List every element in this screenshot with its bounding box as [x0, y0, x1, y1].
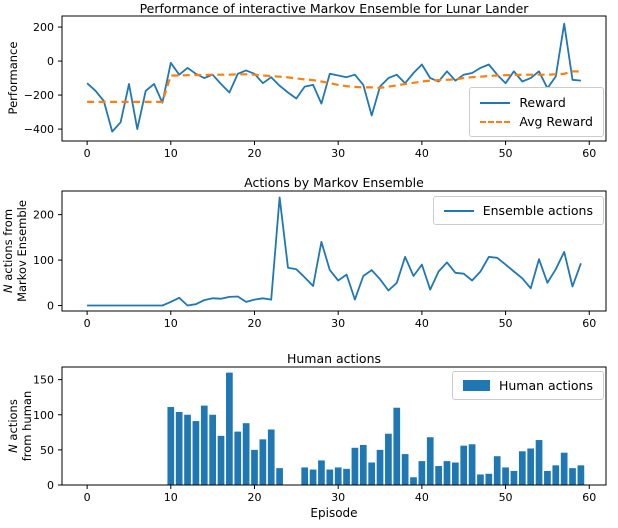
svg-text:20: 20 — [247, 491, 261, 504]
avg-reward-line-swatch-icon — [480, 120, 511, 123]
chart3-ylabel: N actions from human — [6, 390, 34, 462]
svg-text:0: 0 — [47, 55, 54, 68]
legend-row-reward: Reward — [480, 95, 593, 110]
legend-label-reward: Reward — [519, 95, 566, 110]
svg-text:200: 200 — [33, 21, 54, 34]
svg-text:60: 60 — [582, 317, 596, 330]
chart3-title: Human actions — [286, 351, 382, 366]
svg-text:100: 100 — [33, 254, 54, 267]
svg-text:10: 10 — [164, 491, 178, 504]
svg-text:50: 50 — [499, 491, 513, 504]
ensemble-line-swatch-icon — [443, 209, 474, 212]
svg-text:60: 60 — [582, 147, 596, 160]
svg-text:40: 40 — [415, 491, 429, 504]
svg-text:30: 30 — [331, 317, 345, 330]
svg-text:150: 150 — [33, 374, 54, 387]
legend-label-ensemble-actions: Ensemble actions — [482, 203, 593, 218]
svg-text:0: 0 — [84, 317, 91, 330]
reward-line-swatch-icon — [480, 101, 511, 104]
svg-text:20: 20 — [247, 317, 261, 330]
legend-label-human-actions: Human actions — [498, 378, 593, 393]
svg-text:50: 50 — [40, 444, 54, 457]
svg-text:0: 0 — [47, 300, 54, 313]
chart1-title: Performance of interactive Markov Ensemb… — [139, 1, 529, 16]
chart3-canvas: 0 10 20 30 40 50 60 0 50 100 150 — [33, 366, 607, 504]
svg-text:40: 40 — [415, 147, 429, 160]
svg-text:100: 100 — [33, 409, 54, 422]
legend-label-avg-reward: Avg Reward — [519, 114, 593, 129]
chart2-ylabel: N actions from Markov Ensemble — [1, 200, 29, 302]
svg-text:30: 30 — [331, 147, 345, 160]
chart2-title: Actions by Markov Ensemble — [244, 175, 424, 190]
chart2-legend: Ensemble actions — [432, 196, 604, 225]
svg-text:0: 0 — [84, 147, 91, 160]
svg-text:0: 0 — [47, 479, 54, 492]
chart1-canvas: 0 10 20 30 40 50 60 200 0 −200 −400 — [24, 15, 607, 160]
svg-text:−200: −200 — [24, 89, 54, 102]
svg-text:20: 20 — [247, 147, 261, 160]
svg-text:−400: −400 — [24, 123, 54, 136]
svg-text:50: 50 — [499, 147, 513, 160]
svg-text:30: 30 — [331, 491, 345, 504]
svg-text:60: 60 — [582, 491, 596, 504]
chart1-legend: Reward Avg Reward — [469, 87, 604, 137]
svg-text:0: 0 — [84, 491, 91, 504]
chart3-legend: Human actions — [451, 371, 604, 400]
svg-text:50: 50 — [499, 317, 513, 330]
human-bar-swatch-icon — [462, 380, 490, 391]
legend-row-ensemble-actions: Ensemble actions — [443, 203, 593, 218]
legend-row-human-actions: Human actions — [462, 378, 593, 393]
svg-text:10: 10 — [164, 317, 178, 330]
svg-text:200: 200 — [33, 209, 54, 222]
svg-text:10: 10 — [164, 147, 178, 160]
chart2-canvas: 0 10 20 30 40 50 60 0 100 200 — [33, 190, 607, 330]
x-axis-label: Episode — [310, 506, 358, 520]
legend-row-avg-reward: Avg Reward — [480, 114, 593, 129]
svg-text:40: 40 — [415, 317, 429, 330]
